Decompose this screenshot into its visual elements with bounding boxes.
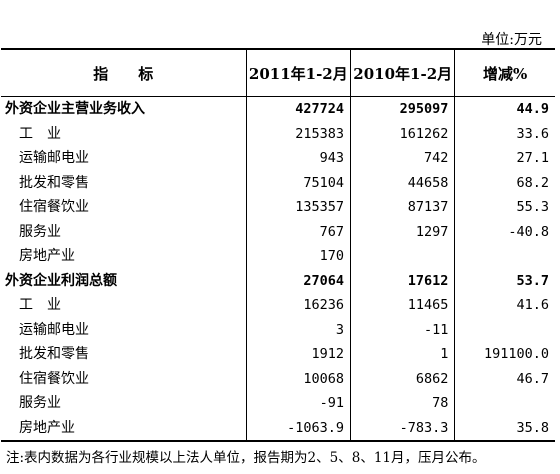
value-change: 27.1 xyxy=(454,146,555,171)
value-2010: 1297 xyxy=(350,219,455,244)
value-2011: 170 xyxy=(245,244,351,269)
value-2010: 44658 xyxy=(350,170,455,195)
table-row: 服务业 767 1297 -40.8 xyxy=(1,219,555,244)
header-2011: 2011年1-2月 xyxy=(245,48,351,97)
value-change: 55.3 xyxy=(454,195,555,220)
value-change: 53.7 xyxy=(454,268,555,293)
header-indicator: 指 标 xyxy=(1,48,247,97)
value-2010 xyxy=(350,244,455,269)
row-label: 房地产业 xyxy=(19,248,75,264)
row-label: 批发和零售 xyxy=(19,346,89,362)
row-label: 运输邮电业 xyxy=(19,150,89,166)
value-change xyxy=(454,317,555,342)
value-2011: 215383 xyxy=(245,121,351,146)
row-label: 工 业 xyxy=(19,297,61,313)
value-change: -40.8 xyxy=(454,219,555,244)
row-label: 房地产业 xyxy=(1,415,247,442)
value-2011: 3 xyxy=(245,317,351,342)
table-row: 运输邮电业 3 -11 xyxy=(1,317,555,342)
table-row: 工 业 215383 161262 33.6 xyxy=(1,121,555,146)
unit-label: 单位:万元 xyxy=(481,32,542,48)
header-change: 增减% xyxy=(454,48,555,97)
value-2010: 6862 xyxy=(350,366,455,391)
value-2011: 75104 xyxy=(245,170,351,195)
footnote: 注:表内数据为各行业规模以上法人单位，报告期为2、5、8、11月，压月公布。 xyxy=(6,450,486,466)
value-change: 191100.0 xyxy=(454,342,555,367)
value-2011: -91 xyxy=(245,391,351,416)
value-2011: 27064 xyxy=(245,268,351,293)
value-change: 41.6 xyxy=(454,293,555,318)
table-row: 运输邮电业 943 742 27.1 xyxy=(1,146,555,171)
table-body: 外资企业主营业务收入 427724 295097 44.9 工 业 215383… xyxy=(1,96,555,442)
row-label: 工 业 xyxy=(19,125,61,142)
value-2010: 11465 xyxy=(350,293,455,318)
value-2011: 135357 xyxy=(245,195,351,220)
value-2010: 78 xyxy=(350,391,455,416)
value-change: 46.7 xyxy=(454,366,555,391)
statistics-table: 指 标 2011年1-2月 2010年1-2月 增减% 外资企业主营业务收入 4… xyxy=(1,48,555,442)
value-2010: 161262 xyxy=(350,121,455,146)
table-row: 房地产业 170 xyxy=(1,244,555,269)
value-2011: 427724 xyxy=(245,96,351,122)
value-2010: 295097 xyxy=(350,96,455,122)
table-row: 住宿餐饮业 10068 6862 46.7 xyxy=(1,366,555,391)
header-2010: 2010年1-2月 xyxy=(350,48,455,97)
value-2011: 16236 xyxy=(245,293,351,318)
table-row: 房地产业 -1063.9 -783.3 35.8 xyxy=(1,415,555,442)
value-change xyxy=(454,244,555,269)
table-row: 外资企业主营业务收入 427724 295097 44.9 xyxy=(1,96,555,122)
table-row: 外资企业利润总额 27064 17612 53.7 xyxy=(1,268,555,293)
row-label: 批发和零售 xyxy=(19,174,89,191)
value-2010: -11 xyxy=(350,317,455,342)
table-header-row: 指 标 2011年1-2月 2010年1-2月 增减% xyxy=(1,48,555,97)
value-2011: 943 xyxy=(245,146,351,171)
row-label: 外资企业利润总额 xyxy=(5,272,117,289)
value-2010: 1 xyxy=(350,342,455,367)
value-2011: 1912 xyxy=(245,342,351,367)
value-2011: 10068 xyxy=(245,366,351,391)
row-label: 住宿餐饮业 xyxy=(19,370,89,387)
value-2010: 87137 xyxy=(350,195,455,220)
value-change xyxy=(454,391,555,416)
table-row: 工 业 16236 11465 41.6 xyxy=(1,293,555,318)
table-row: 批发和零售 75104 44658 68.2 xyxy=(1,170,555,195)
value-change: 35.8 xyxy=(454,415,555,442)
row-label: 服务业 xyxy=(19,395,61,411)
value-2010: 17612 xyxy=(350,268,455,293)
row-label: 外资企业主营业务收入 xyxy=(5,101,145,117)
value-change: 68.2 xyxy=(454,170,555,195)
value-change: 44.9 xyxy=(454,96,555,122)
value-2011: 767 xyxy=(245,219,351,244)
value-2011: -1063.9 xyxy=(245,415,351,442)
table-row: 批发和零售 1912 1 191100.0 xyxy=(1,342,555,367)
row-label: 服务业 xyxy=(19,223,61,240)
value-2010: 742 xyxy=(350,146,455,171)
table-row: 住宿餐饮业 135357 87137 55.3 xyxy=(1,195,555,220)
row-label: 住宿餐饮业 xyxy=(19,199,89,215)
value-change: 33.6 xyxy=(454,121,555,146)
value-2010: -783.3 xyxy=(350,415,455,442)
table-row: 服务业 -91 78 xyxy=(1,391,555,416)
row-label: 运输邮电业 xyxy=(19,321,89,338)
